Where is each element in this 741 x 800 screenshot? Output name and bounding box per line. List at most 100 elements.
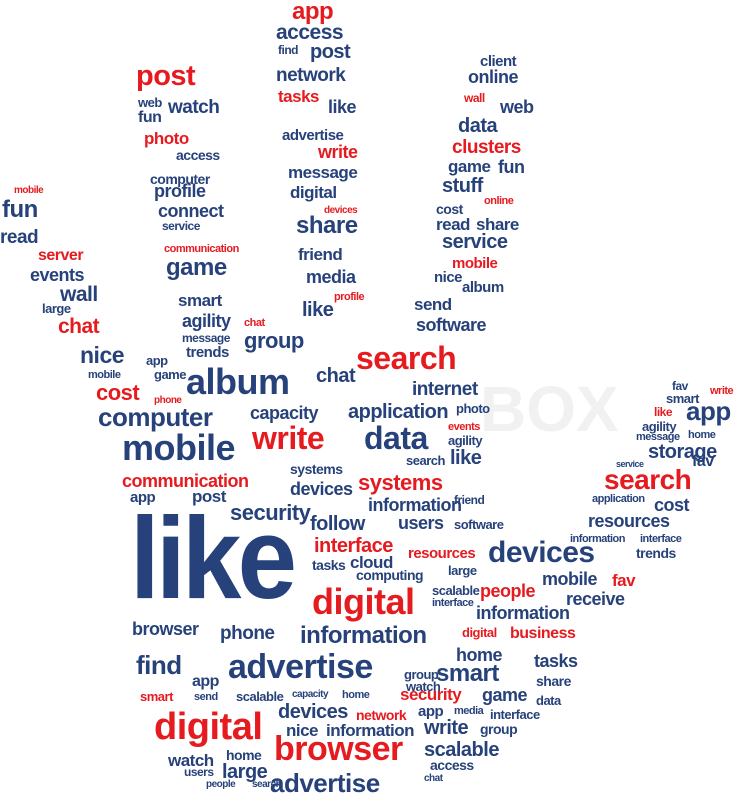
word-security-palm: security bbox=[230, 500, 311, 525]
word-service-r: service bbox=[442, 231, 508, 253]
word-read-p: read bbox=[0, 227, 39, 248]
word-security-red: security bbox=[400, 685, 462, 704]
word-write-palm: write bbox=[252, 420, 325, 456]
word-share-low: share bbox=[536, 673, 571, 689]
word-digital-palm: digital bbox=[312, 581, 415, 622]
word-message-m: message bbox=[288, 163, 358, 182]
word-fun-p: fun bbox=[2, 196, 38, 223]
word-media-low: media bbox=[454, 705, 484, 717]
word-information-low2: information bbox=[326, 721, 415, 740]
word-nice-p: nice bbox=[80, 342, 125, 368]
word-events-palm: events bbox=[448, 421, 480, 433]
word-app-low: app bbox=[418, 703, 444, 720]
word-app-p: app bbox=[146, 353, 168, 368]
word-tasks-low: tasks bbox=[534, 651, 578, 671]
word-digital-m: digital bbox=[290, 183, 337, 202]
word-mobile-r: mobile bbox=[452, 255, 498, 272]
word-computer-i: computer bbox=[150, 171, 210, 187]
word-capacity-palm: capacity bbox=[250, 403, 319, 423]
hand-silhouette bbox=[135, 55, 255, 300]
word-nice-r: nice bbox=[434, 269, 463, 286]
word-trends: trends bbox=[186, 344, 229, 361]
word-add-low: app bbox=[192, 673, 219, 690]
word-group-low: group bbox=[404, 667, 439, 682]
word-share-m: share bbox=[296, 212, 358, 239]
word-chat-low: chat bbox=[424, 773, 443, 784]
stock-watermark: BOX bbox=[480, 373, 619, 445]
word-work-low: watch bbox=[168, 751, 214, 770]
word-fav-t: fav bbox=[672, 379, 688, 393]
word-client-r: client bbox=[480, 53, 517, 70]
word-tasks-palm: tasks bbox=[312, 557, 346, 573]
word-agility-i: agility bbox=[182, 311, 231, 331]
word-add-palm: app bbox=[130, 489, 156, 506]
word-scalable-low2: scalable bbox=[424, 739, 499, 761]
word-information-low: information bbox=[300, 622, 427, 649]
word-message-t: message bbox=[636, 431, 680, 443]
word-nice-low: nice bbox=[286, 721, 319, 740]
word-digital-red-small: digital bbox=[462, 625, 497, 640]
word-online-r: online bbox=[468, 67, 519, 87]
word-information-t: information bbox=[570, 533, 626, 545]
word-internet: internet bbox=[412, 379, 478, 400]
word-mobile-small: mobile bbox=[88, 369, 121, 381]
word-large-low: large bbox=[222, 761, 268, 783]
word-post-palm: post bbox=[192, 487, 226, 506]
word-wall-p: wall bbox=[60, 283, 98, 306]
word-fun-r: fun bbox=[498, 157, 525, 177]
word-software-palm: software bbox=[454, 517, 504, 532]
word-home-low: home bbox=[456, 645, 503, 665]
word-share-r: share bbox=[476, 215, 519, 234]
word-game-r: game bbox=[448, 157, 491, 176]
word-smart-i: smart bbox=[178, 291, 222, 310]
word-scalable-low: scalable bbox=[236, 689, 284, 704]
word-information-t2: information bbox=[476, 603, 570, 623]
word-events-p: events bbox=[30, 265, 85, 285]
word-advertise-low: advertise bbox=[228, 648, 373, 686]
word-network-red: network bbox=[356, 707, 407, 723]
word-mobile-t: mobile bbox=[542, 569, 598, 589]
word-smart-t: smart bbox=[666, 391, 699, 406]
word-friend: friend bbox=[298, 245, 343, 264]
word-game-p: game bbox=[154, 367, 186, 382]
word-people-low: people bbox=[206, 779, 236, 790]
word-fav-t2: fav bbox=[692, 453, 714, 470]
word-profile-i: profile bbox=[154, 181, 206, 201]
word-resources-t: resources bbox=[588, 511, 670, 531]
word-receive-t: receive bbox=[566, 589, 625, 609]
word-connect-i: connect bbox=[158, 201, 224, 221]
word-scalable-palm: scalable bbox=[432, 583, 480, 598]
word-smart-low: smart bbox=[436, 660, 499, 687]
word-fun-i: fun bbox=[138, 109, 162, 126]
word-storage-t: storage bbox=[648, 441, 717, 463]
word-devices-m: devices bbox=[324, 205, 358, 216]
word-game-i: game bbox=[166, 254, 227, 281]
word-game-low: game bbox=[482, 685, 528, 705]
word-server: server bbox=[38, 247, 84, 264]
word-smart-red: smart bbox=[140, 689, 173, 704]
word-communication-palm: communication bbox=[122, 471, 249, 491]
word-chat-i: chat bbox=[244, 317, 265, 329]
word-access-low: access bbox=[430, 757, 474, 773]
word-album-palm: album bbox=[186, 361, 290, 402]
word-access-i: access bbox=[176, 147, 220, 163]
word-digital-low: digital bbox=[154, 706, 263, 748]
word-devices-palm: devices bbox=[290, 479, 353, 499]
word-systems-red: systems bbox=[358, 470, 443, 495]
word-write-t: write bbox=[710, 385, 734, 397]
word-interface-red: interface bbox=[314, 535, 393, 557]
word-chat-palm: chat bbox=[316, 365, 356, 387]
word-users-palm: users bbox=[398, 513, 444, 533]
word-photo-red: photo bbox=[144, 129, 189, 148]
word-cloud: cloud bbox=[350, 553, 393, 572]
word-cost-t: cost bbox=[654, 495, 690, 515]
word-album-r: album bbox=[462, 279, 504, 296]
word-clusters-r: clusters bbox=[452, 137, 521, 158]
word-interface-palm: interface bbox=[432, 597, 474, 609]
word-search-low: search bbox=[252, 779, 282, 790]
word-devices-low: devices bbox=[278, 701, 348, 723]
word-like-hero: like bbox=[130, 493, 297, 623]
word-large-p: large bbox=[42, 301, 71, 316]
word-find-low: find bbox=[136, 650, 182, 680]
word-search-t: search bbox=[604, 464, 692, 495]
